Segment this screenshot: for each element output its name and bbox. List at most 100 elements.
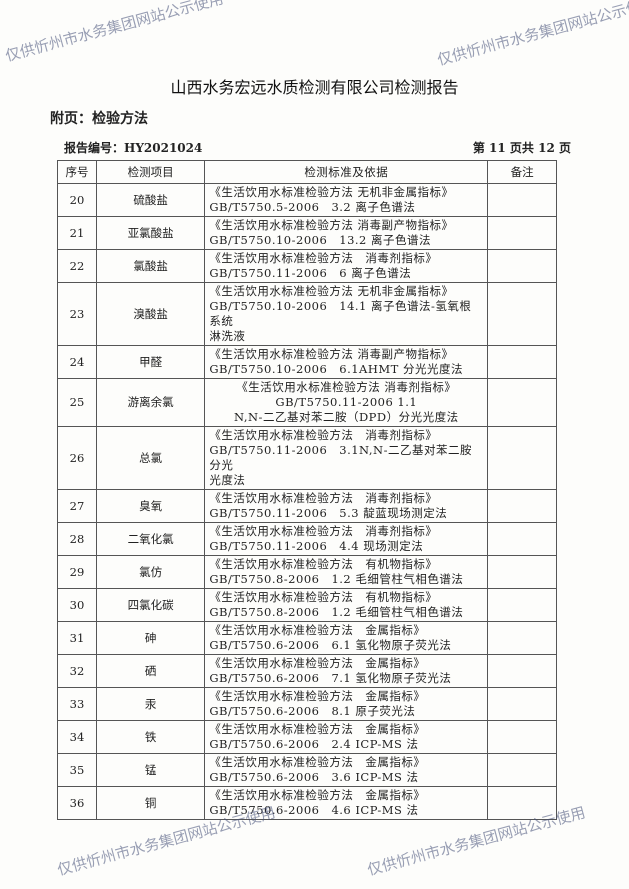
test-standard: 《生活饮用水标准检验方法 无机非金属指标》 GB/T5750.10-2006 14… bbox=[204, 282, 489, 346]
standard-line: 淋洗液 bbox=[209, 329, 246, 343]
test-item: 臭氧 bbox=[95, 489, 206, 523]
standard-line: GB/T5750.10-2006 14.1 离子色谱法-氢氧根系统 bbox=[209, 299, 472, 328]
note bbox=[487, 687, 557, 721]
table-row: 29 氯仿 《生活饮用水标准检验方法 有机物指标》 GB/T5750.8-2006 1… bbox=[57, 555, 557, 589]
test-item: 硫酸盐 bbox=[95, 183, 206, 217]
standard-line: GB/T5750.5-2006 3.2 离子色谱法 bbox=[209, 200, 416, 214]
row-number: 35 bbox=[57, 753, 97, 787]
standard-line: GB/T5750.6-2006 2.4 ICP-MS 法 bbox=[209, 737, 419, 751]
row-number: 22 bbox=[57, 249, 97, 283]
standard-line: GB/T5750.11-2006 6 离子色谱法 bbox=[209, 266, 412, 280]
standard-line: 《生活饮用水标准检验方法 消毒剂指标》 bbox=[236, 380, 457, 394]
table-row: 27 臭氧 《生活饮用水标准检验方法 消毒剂指标》 GB/T5750.11-2006 … bbox=[57, 489, 557, 523]
note bbox=[487, 249, 557, 283]
test-item: 锰 bbox=[95, 753, 206, 787]
standard-line: GB/T5750.8-2006 1.2 毛细管柱气相色谱法 bbox=[209, 605, 464, 619]
test-item: 汞 bbox=[95, 687, 206, 721]
standard-line: GB/T5750.11-2006 3.1N,N-二乙基对苯二胺分光 bbox=[209, 443, 472, 472]
methods-table: 序号 检测项目 检测标准及依据 备注 20 硫酸盐 《生活饮用水标准检验方法 无机非… bbox=[57, 160, 557, 820]
test-standard: 《生活饮用水标准检验方法 金属指标》 GB/T5750.6-2006 4.6 IC… bbox=[204, 786, 489, 820]
standard-line: 《生活饮用水标准检验方法 金属指标》 bbox=[209, 755, 426, 769]
standard-line: 《生活饮用水标准检验方法 有机物指标》 bbox=[209, 590, 438, 604]
watermark: 仅供忻州市水务集团网站公示使用 bbox=[435, 0, 629, 69]
note bbox=[487, 786, 557, 820]
test-standard: 《生活饮用水标准检验方法 金属指标》 GB/T5750.6-2006 2.4 IC… bbox=[204, 720, 489, 754]
row-number: 21 bbox=[57, 216, 97, 250]
row-number: 29 bbox=[57, 555, 97, 589]
standard-line: GB/T5750.6-2006 4.6 ICP-MS 法 bbox=[209, 803, 419, 817]
table-row: 31 砷《生活饮用水标准检验方法 金属指标》 GB/T5750.6-2006 6.1… bbox=[57, 621, 557, 655]
standard-line: GB/T5750.11-2006 5.3 靛蓝现场测定法 bbox=[209, 506, 448, 520]
standard-line: 《生活饮用水标准检验方法 有机物指标》 bbox=[209, 557, 438, 571]
standard-line: 《生活饮用水标准检验方法 金属指标》 bbox=[209, 788, 426, 802]
table-row: 32 硒《生活饮用水标准检验方法 金属指标》 GB/T5750.6-2006 7.1… bbox=[57, 654, 557, 688]
row-number: 34 bbox=[57, 720, 97, 754]
table-row: 25 游离余氯 《生活饮用水标准检验方法 消毒剂指标》 GB/T5750.11-200… bbox=[57, 378, 557, 427]
standard-line: 光度法 bbox=[209, 473, 246, 487]
standard-line: 《生活饮用水标准检验方法 无机非金属指标》 bbox=[209, 284, 454, 298]
test-item: 砷 bbox=[95, 621, 206, 655]
standard-line: GB/T5750.6-2006 6.1 氢化物原子荧光法 bbox=[209, 638, 452, 652]
standard-line: 《生活饮用水标准检验方法 金属指标》 bbox=[209, 656, 426, 670]
test-standard: 《生活饮用水标准检验方法 无机非金属指标》 GB/T5750.5-2006 3.2… bbox=[204, 183, 489, 217]
standard-line: 《生活饮用水标准检验方法 消毒剂指标》 bbox=[209, 251, 438, 265]
test-standard: 《生活饮用水标准检验方法 金属指标》 GB/T5750.6-2006 6.1 氢化… bbox=[204, 621, 489, 655]
table-row: 23 溴酸盐 《生活饮用水标准检验方法 无机非金属指标》 GB/T5750.10-20… bbox=[57, 282, 557, 346]
report-title: 山西水务宏远水质检测有限公司检测报告 bbox=[170, 78, 459, 97]
standard-line: 《生活饮用水标准检验方法 消毒剂指标》 bbox=[209, 491, 438, 505]
test-standard: 《生活饮用水标准检验方法 金属指标》 GB/T5750.6-2006 7.1 氢化… bbox=[204, 654, 489, 688]
test-item: 二氧化氯 bbox=[95, 522, 206, 556]
test-standard: 《生活饮用水标准检验方法 金属指标》 GB/T5750.6-2006 3.6 IC… bbox=[204, 753, 489, 787]
test-standard: 《生活饮用水标准检验方法 消毒剂指标》 GB/T5750.11-2006 1.1 N… bbox=[204, 378, 489, 427]
test-item: 氯仿 bbox=[95, 555, 206, 589]
standard-line: GB/T5750.6-2006 8.1 原子荧光法 bbox=[209, 704, 416, 718]
col-item: 检测项目 bbox=[95, 160, 206, 184]
table-row: 24 甲醛 《生活饮用水标准检验方法 消毒副产物指标》 GB/T5750.10-200… bbox=[57, 345, 557, 379]
note bbox=[487, 720, 557, 754]
note bbox=[487, 282, 557, 346]
note bbox=[487, 426, 557, 490]
test-item: 铜 bbox=[95, 786, 206, 820]
note bbox=[487, 378, 557, 427]
test-item: 四氯化碳 bbox=[95, 588, 206, 622]
page-info: 第 11 页共 12 页 bbox=[472, 141, 571, 155]
note bbox=[487, 621, 557, 655]
row-number: 25 bbox=[57, 378, 97, 427]
test-standard: 《生活饮用水标准检验方法 消毒剂指标》 GB/T5750.11-2006 6 离子… bbox=[204, 249, 489, 283]
test-standard: 《生活饮用水标准检验方法 有机物指标》 GB/T5750.8-2006 1.2 毛… bbox=[204, 555, 489, 589]
test-item: 总氯 bbox=[95, 426, 206, 490]
standard-line: GB/T5750.10-2006 6.1AHMT 分光光度法 bbox=[209, 362, 463, 376]
note bbox=[487, 489, 557, 523]
standard-line: 《生活饮用水标准检验方法 消毒剂指标》 bbox=[209, 428, 438, 442]
table-row: 34 铁《生活饮用水标准检验方法 金属指标》 GB/T5750.6-2006 2.4… bbox=[57, 720, 557, 754]
row-number: 20 bbox=[57, 183, 97, 217]
note bbox=[487, 522, 557, 556]
test-item: 亚氯酸盐 bbox=[95, 216, 206, 250]
note bbox=[487, 216, 557, 250]
row-number: 32 bbox=[57, 654, 97, 688]
standard-line: GB/T5750.11-2006 4.4 现场测定法 bbox=[209, 539, 424, 553]
table-row: 33 汞《生活饮用水标准检验方法 金属指标》 GB/T5750.6-2006 8.1… bbox=[57, 687, 557, 721]
note bbox=[487, 753, 557, 787]
standard-line: 《生活饮用水标准检验方法 消毒副产物指标》 bbox=[209, 218, 454, 232]
test-standard: 《生活饮用水标准检验方法 消毒剂指标》 GB/T5750.11-2006 3.1N… bbox=[204, 426, 489, 490]
table-row: 36 铜《生活饮用水标准检验方法 金属指标》 GB/T5750.6-2006 4.6… bbox=[57, 786, 557, 820]
report-number: 报告编号：HY2021024 bbox=[64, 141, 203, 155]
table-row: 30 四氯化碳 《生活饮用水标准检验方法 有机物指标》 GB/T5750.8-2006… bbox=[57, 588, 557, 622]
table-row: 21 亚氯酸盐 《生活饮用水标准检验方法 消毒副产物指标》 GB/T5750.10-2… bbox=[57, 216, 557, 250]
standard-line: 《生活饮用水标准检验方法 无机非金属指标》 bbox=[209, 185, 454, 199]
standard-line: GB/T5750.6-2006 7.1 氢化物原子荧光法 bbox=[209, 671, 452, 685]
test-standard: 《生活饮用水标准检验方法 有机物指标》 GB/T5750.8-2006 1.2 毛… bbox=[204, 588, 489, 622]
row-number: 26 bbox=[57, 426, 97, 490]
row-number: 24 bbox=[57, 345, 97, 379]
note bbox=[487, 555, 557, 589]
test-item: 硒 bbox=[95, 654, 206, 688]
row-number: 30 bbox=[57, 588, 97, 622]
col-no: 序号 bbox=[57, 160, 97, 184]
note bbox=[487, 345, 557, 379]
test-standard: 《生活饮用水标准检验方法 消毒副产物指标》 GB/T5750.10-2006 13… bbox=[204, 216, 489, 250]
test-item: 游离余氯 bbox=[95, 378, 206, 427]
standard-line: N,N-二乙基对苯二胺（DPD）分光光度法 bbox=[234, 410, 459, 424]
row-number: 33 bbox=[57, 687, 97, 721]
